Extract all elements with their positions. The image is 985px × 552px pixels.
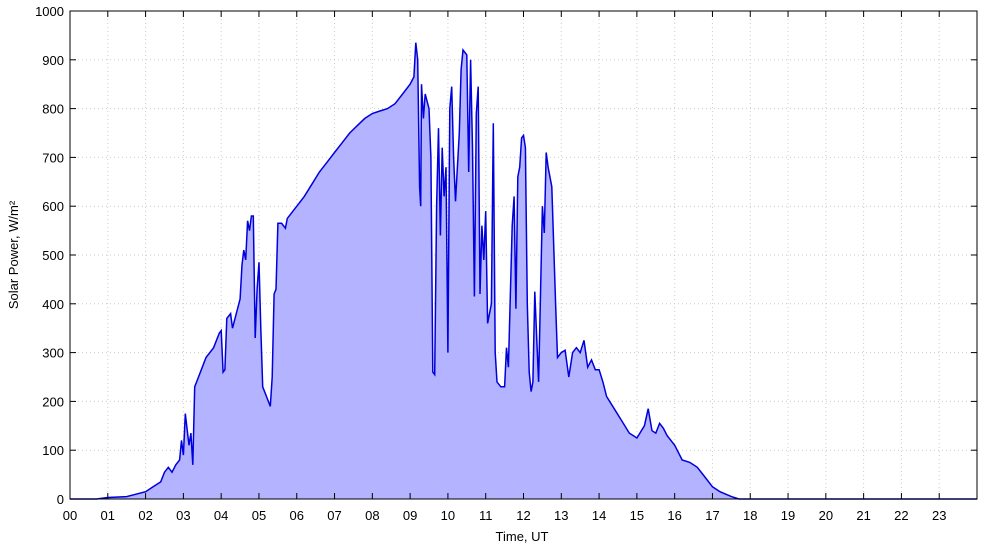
- y-tick-label: 700: [42, 150, 64, 165]
- x-tick-label: 22: [894, 508, 908, 523]
- y-tick-label: 0: [57, 492, 64, 507]
- y-tick-label: 600: [42, 199, 64, 214]
- x-tick-label: 18: [743, 508, 757, 523]
- x-tick-label: 07: [327, 508, 341, 523]
- y-tick-label: 500: [42, 248, 64, 263]
- y-tick-label: 1000: [35, 4, 64, 19]
- x-tick-label: 23: [932, 508, 946, 523]
- x-tick-label: 14: [592, 508, 606, 523]
- x-tick-label: 04: [214, 508, 228, 523]
- y-tick-label: 400: [42, 297, 64, 312]
- x-tick-label: 16: [667, 508, 681, 523]
- x-tick-label: 10: [441, 508, 455, 523]
- x-tick-label: 13: [554, 508, 568, 523]
- y-tick-label: 800: [42, 102, 64, 117]
- x-tick-label: 00: [63, 508, 77, 523]
- line: [70, 42, 977, 500]
- x-tick-label: 09: [403, 508, 417, 523]
- x-tick-label: 02: [138, 508, 152, 523]
- x-tick-label: 21: [856, 508, 870, 523]
- x-tick-label: 08: [365, 508, 379, 523]
- x-tick-label: 06: [290, 508, 304, 523]
- x-tick-label: 01: [101, 508, 115, 523]
- x-tick-label: 05: [252, 508, 266, 523]
- x-axis-label: Time, UT: [496, 529, 549, 544]
- y-axis-label: Solar Power, W/m²: [6, 200, 21, 309]
- x-tick-label: 11: [479, 508, 493, 523]
- x-tick-label: 15: [630, 508, 644, 523]
- x-tick-label: 17: [705, 508, 719, 523]
- x-tick-label: 20: [819, 508, 833, 523]
- y-tick-label: 100: [42, 443, 64, 458]
- x-tick-label: 12: [516, 508, 530, 523]
- x-tick-label: 19: [781, 508, 795, 523]
- y-tick-label: 200: [42, 394, 64, 409]
- x-tick-label: 03: [176, 508, 190, 523]
- y-tick-label: 900: [42, 53, 64, 68]
- y-tick-label: 300: [42, 346, 64, 361]
- area: [70, 42, 977, 499]
